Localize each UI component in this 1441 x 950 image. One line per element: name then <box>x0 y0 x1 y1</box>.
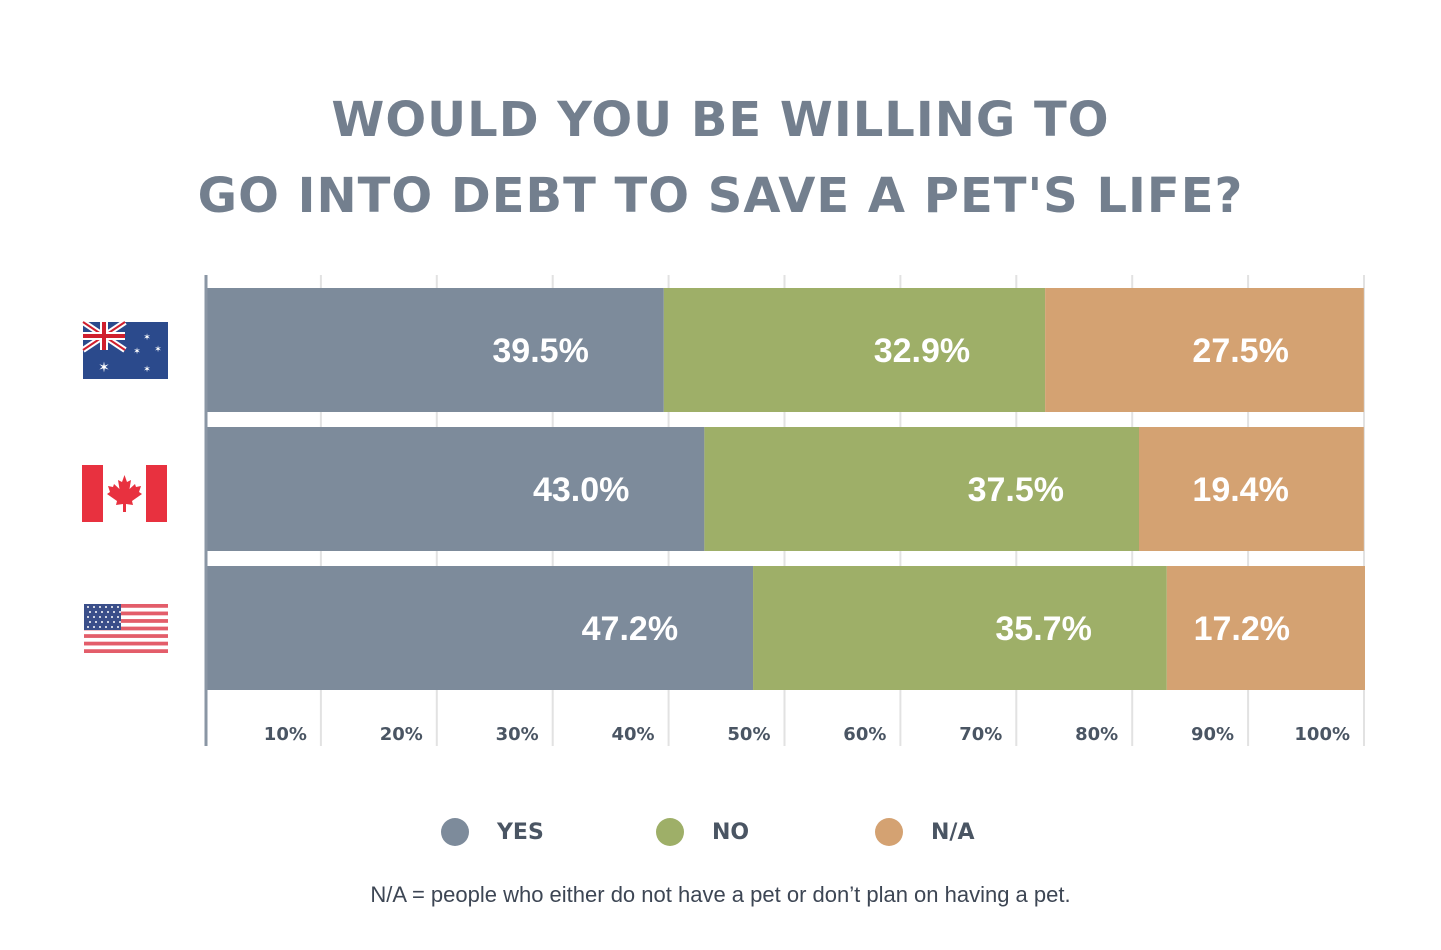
bar-data-label: 35.7% <box>995 610 1091 648</box>
bar-data-label: 37.5% <box>968 471 1064 509</box>
x-tick-label: 40% <box>612 724 655 745</box>
x-tick-label: 30% <box>496 724 539 745</box>
chart-title-line2: GO INTO DEBT TO SAVE A PET'S LIFE? <box>197 168 1244 224</box>
bar-data-label: 39.5% <box>492 332 588 370</box>
x-tick-label: 70% <box>959 724 1002 745</box>
bar-segment-yes <box>206 566 754 690</box>
australia-flag-icon: ✶ ✶ ✶ ✶ ✶ <box>81 319 168 379</box>
x-tick-label: 50% <box>727 724 770 745</box>
svg-text:✶: ✶ <box>98 360 110 376</box>
svg-text:✶: ✶ <box>143 365 151 375</box>
bar-data-label: 19.4% <box>1192 471 1288 509</box>
x-tick-labels: 10% 20% 30% 40% 50% 60% 70% 80% 90% 100% <box>264 724 1350 745</box>
svg-text:✶: ✶ <box>133 347 141 357</box>
bar-labels: 39.5% 32.9% 27.5% 43.0% 37.5% 19.4% 47.2% 35.7%… <box>492 332 1290 648</box>
x-tick-label: 90% <box>1191 724 1234 745</box>
bar-segment-no <box>704 427 1139 551</box>
bar-data-label: 43.0% <box>533 471 629 509</box>
footnote: N/A = people who either do not have a pe… <box>370 882 1071 907</box>
legend-label-no: NO <box>712 819 750 845</box>
legend-swatch-no <box>656 818 684 846</box>
chart-title-line1: WOULD YOU BE WILLING TO <box>331 92 1110 148</box>
bar-segment-no <box>753 566 1167 690</box>
bar-segment-no <box>663 288 1046 412</box>
legend-swatch-na <box>875 818 903 846</box>
chart-title: WOULD YOU BE WILLING TO GO INTO DEBT TO … <box>0 82 1441 234</box>
bar-segment-na <box>1138 427 1364 551</box>
svg-text:✶: ✶ <box>154 345 162 355</box>
chart-legend: YES NO N/A <box>0 812 1441 852</box>
bar-segment-na <box>1166 566 1365 690</box>
bars <box>206 288 1365 690</box>
legend-label-yes: YES <box>497 819 544 845</box>
legend-item-na: N/A <box>875 812 974 852</box>
bar-segment-yes <box>206 427 705 551</box>
legend-item-yes: YES <box>441 812 544 852</box>
us-flag-icon <box>84 604 168 653</box>
legend-item-no: NO <box>656 812 749 852</box>
legend-label-na: N/A <box>931 819 975 845</box>
bar-data-label: 32.9% <box>874 332 970 370</box>
x-tick-label: 20% <box>380 724 423 745</box>
bar-segment-na <box>1045 288 1364 412</box>
bar-segment-yes <box>206 288 664 412</box>
x-tick-label: 100% <box>1294 724 1350 745</box>
bar-data-label: 27.5% <box>1192 332 1288 370</box>
bar-data-label: 17.2% <box>1194 610 1290 648</box>
bar-data-label: 47.2% <box>582 610 678 648</box>
x-tick-label: 10% <box>264 724 307 745</box>
x-tick-label: 60% <box>843 724 886 745</box>
stacked-bar-chart: 39.5% 32.9% 27.5% 43.0% 37.5% 19.4% 47.2% 35.7%… <box>81 275 1365 746</box>
svg-text:✶: ✶ <box>143 333 151 343</box>
legend-swatch-yes <box>441 818 469 846</box>
x-tick-label: 80% <box>1075 724 1118 745</box>
canada-flag-icon <box>82 465 167 522</box>
